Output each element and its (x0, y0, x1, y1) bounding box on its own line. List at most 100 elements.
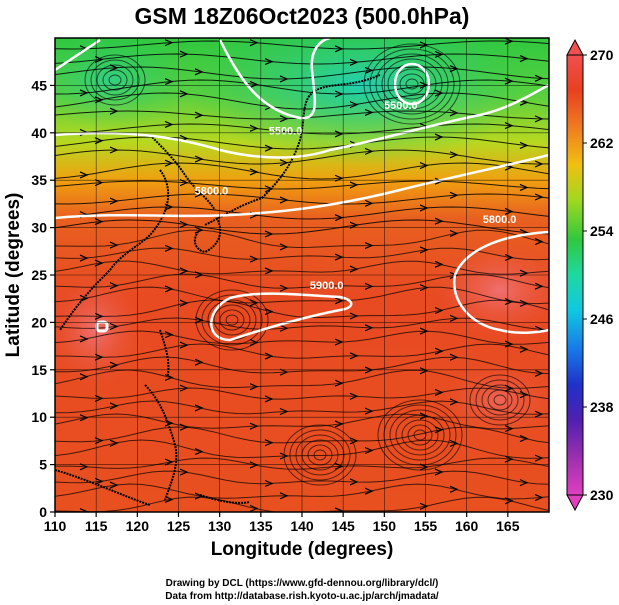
streamline-arrow (419, 367, 429, 375)
streamline-swirl (201, 294, 263, 346)
streamline-arrow (419, 502, 429, 510)
streamline-arrow (504, 207, 514, 216)
streamline-arrow (534, 74, 544, 82)
streamline-arrow (419, 41, 429, 49)
streamline-arrow (194, 358, 204, 366)
streamline-arrow (434, 347, 444, 355)
streamline-arrow (349, 101, 359, 109)
streamline-arrow (519, 55, 529, 63)
streamline-arrow (364, 324, 374, 332)
contour-label: 5800.0 (195, 185, 229, 197)
streamline (55, 317, 549, 331)
streamline-swirl (381, 58, 443, 110)
y-tick-label: 35 (31, 172, 47, 188)
streamline-arrow (164, 78, 174, 86)
streamline-arrow (449, 229, 459, 238)
streamline-arrow (334, 214, 344, 222)
streamline-swirl (96, 64, 134, 96)
streamline-arrow (179, 468, 189, 476)
streamline-arrow (449, 151, 459, 159)
streamline-arrow (279, 492, 289, 500)
streamline-swirl (407, 424, 433, 446)
streamline-arrow (434, 388, 444, 397)
streamline-arrow (179, 423, 189, 431)
streamline-arrow (194, 404, 204, 412)
contour-label: 5500.0 (384, 100, 418, 112)
streamline-arrow (349, 392, 359, 400)
streamline-arrow (434, 89, 444, 97)
streamline-arrow (249, 168, 259, 176)
streamline (55, 260, 549, 275)
streamline-arrow (519, 434, 529, 443)
contour-5500-north-line (218, 38, 331, 120)
streamline-arrow (94, 394, 104, 402)
streamline-arrow (264, 352, 274, 360)
streamline-arrow (94, 55, 104, 64)
y-axis-title: Latitude (degrees) (3, 193, 24, 358)
streamline-arrow (449, 271, 459, 279)
contour-high-center (95, 320, 109, 333)
streamline-arrow (419, 161, 429, 170)
streamline-arrow (164, 159, 174, 167)
streamline-arrow (164, 120, 174, 129)
contour-5800-east-line (452, 230, 549, 334)
streamline-arrow (534, 369, 544, 377)
streamline (55, 66, 549, 80)
streamline-arrow (334, 130, 344, 138)
streamline-arrow (164, 285, 174, 293)
streamline-arrow (434, 177, 444, 185)
streamline (55, 330, 549, 345)
streamline-swirl (225, 314, 239, 326)
streamline-arrow (249, 80, 259, 89)
x-tick-label: 125 (167, 518, 191, 534)
streamline-arrow (79, 171, 89, 179)
x-tick-label: 160 (455, 518, 479, 534)
streamline-arrow (264, 58, 274, 66)
streamline (55, 413, 549, 430)
streamline-arrow (109, 481, 119, 489)
streamline-swirl (90, 59, 140, 101)
streamline-arrow (179, 90, 189, 98)
streamline-arrow (79, 254, 89, 262)
streamline (55, 193, 549, 205)
x-tick-label: 140 (290, 518, 314, 534)
streamline-arrow (264, 439, 274, 447)
streamline-arrow (264, 395, 274, 403)
gridlines (55, 38, 549, 512)
streamline-arrow (109, 282, 119, 290)
streamline (55, 206, 549, 220)
streamline-arrow (264, 230, 274, 238)
streamline (55, 149, 549, 165)
streamline-arrow (504, 497, 514, 505)
streamline-arrow (519, 141, 529, 149)
streamline-arrow (279, 452, 289, 460)
streamline-arrow (179, 220, 189, 229)
x-tick-label: 130 (208, 518, 232, 534)
streamline-swirl (195, 289, 269, 351)
streamline-arrow (434, 260, 444, 268)
contour-label: 5800.0 (483, 214, 517, 226)
streamline-swirl (399, 73, 425, 95)
streamline-arrow (264, 144, 274, 152)
streamline (55, 180, 549, 190)
streamline-arrow (534, 160, 544, 168)
streamline-arrow (164, 203, 174, 211)
streamline-arrow (504, 455, 514, 463)
streamline (55, 219, 549, 235)
x-tick-label: 145 (331, 518, 355, 534)
streamline (55, 343, 549, 359)
streamline-arrow (164, 458, 174, 466)
streamline-swirl (219, 309, 245, 331)
streamline-arrow (364, 407, 374, 415)
streamline-arrow (349, 221, 359, 229)
streamline-arrow (79, 373, 89, 381)
streamline-arrow (449, 109, 459, 117)
streamline-arrow (264, 479, 274, 488)
streamline-arrow (109, 107, 119, 115)
chart-title: GSM 18Z06Oct2023 (500.0hPa) (135, 3, 470, 29)
streamline-arrow (349, 437, 359, 445)
streamline-arrow (334, 90, 344, 98)
streamline (55, 470, 549, 485)
streamline-arrow (109, 361, 119, 369)
